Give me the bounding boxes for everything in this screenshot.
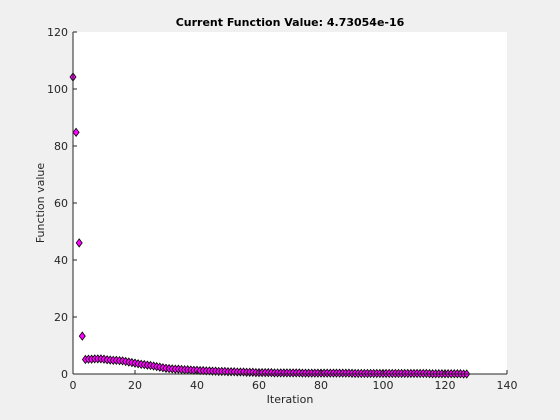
x-tick-label: 120 [435, 379, 456, 392]
x-tick-label: 0 [70, 379, 77, 392]
data-point [72, 127, 80, 137]
y-tick-label: 60 [54, 197, 68, 210]
x-tick-label: 80 [314, 379, 328, 392]
x-axis-label: Iteration [267, 393, 314, 406]
x-tick-label: 40 [190, 379, 204, 392]
axes: 0 20 40 60 80 100 120 140 0 20 40 60 80 100 120 [47, 26, 518, 392]
x-tick-label: 140 [497, 379, 518, 392]
x-tick-label: 60 [252, 379, 266, 392]
y-tick-label: 40 [54, 254, 68, 267]
y-tick-label: 20 [54, 311, 68, 324]
data-point [78, 331, 86, 341]
y-tick-label: 80 [54, 140, 68, 153]
plot-area [73, 32, 507, 374]
chart-title: Current Function Value: 4.73054e-16 [176, 16, 405, 29]
y-tick-label: 100 [47, 83, 68, 96]
y-axis-label: Function value [34, 163, 47, 244]
x-tick-label: 100 [373, 379, 394, 392]
data-markers [69, 72, 471, 379]
y-tick-label: 120 [47, 26, 68, 39]
y-tick-label: 0 [61, 368, 68, 381]
x-tick-label: 20 [128, 379, 142, 392]
data-point [75, 238, 83, 248]
